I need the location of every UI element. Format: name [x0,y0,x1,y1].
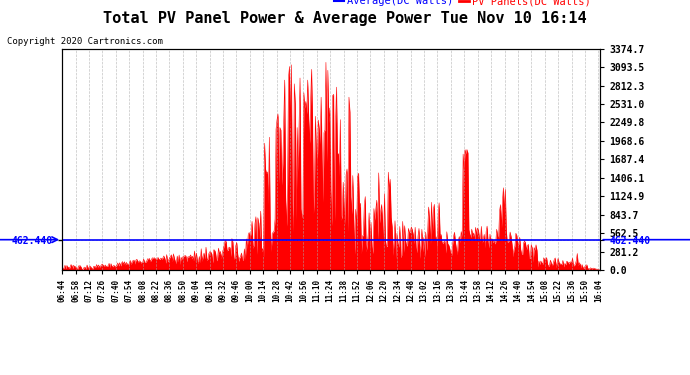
Text: Copyright 2020 Cartronics.com: Copyright 2020 Cartronics.com [7,38,163,46]
Legend: Average(DC Watts), PV Panels(DC Watts): Average(DC Watts), PV Panels(DC Watts) [329,0,595,10]
Text: Total PV Panel Power & Average Power Tue Nov 10 16:14: Total PV Panel Power & Average Power Tue… [104,11,586,26]
